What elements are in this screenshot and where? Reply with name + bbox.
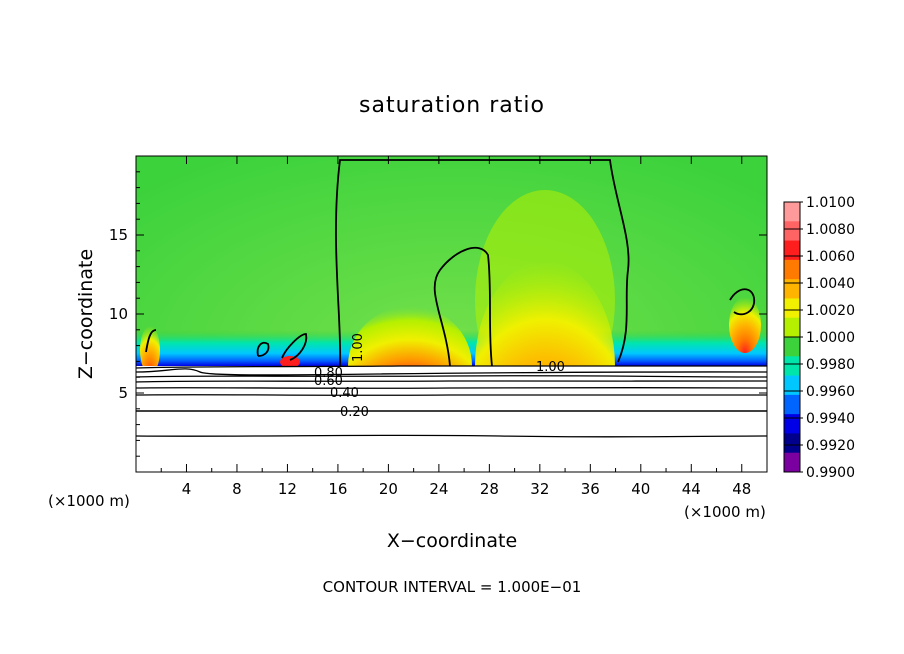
x-tick-label: 32 — [530, 480, 549, 498]
x-tick-label: 16 — [328, 480, 347, 498]
colorbar-swatch — [784, 298, 800, 319]
y-tick-label: 15 — [109, 226, 128, 244]
colorbar-swatch — [784, 433, 800, 454]
colorbar-label: 1.0100 — [806, 195, 855, 211]
y-axis-label: Z−coordinate — [75, 249, 97, 379]
contour-label-100-vertical: 1.00 — [351, 333, 366, 362]
colorbar: 1.0100 1.0080 1.0060 1.0040 1.0020 1.0000 0.99… — [783, 195, 855, 481]
x-axis-label: X−coordinate — [387, 530, 517, 552]
lower-contours — [136, 365, 767, 438]
contour-label-020: 0.20 — [340, 405, 369, 420]
x-tick-label: 36 — [581, 480, 600, 498]
colorbar-swatch — [784, 414, 800, 434]
x-unit-right: (×1000 m) — [684, 503, 766, 521]
plume-right-edge — [729, 297, 761, 353]
colorbar-label: 1.0040 — [806, 276, 855, 292]
x-tick-label: 20 — [379, 480, 398, 498]
plume-12km — [280, 356, 300, 368]
colorbar-label: 1.0000 — [806, 330, 855, 346]
x-tick-label: 44 — [682, 480, 701, 498]
colorbar-swatch — [784, 337, 800, 357]
colorbar-label: 0.9960 — [806, 384, 855, 400]
y-tick-label: 10 — [109, 305, 128, 323]
colorbar-swatch — [784, 221, 800, 242]
x-tick-label: 40 — [631, 480, 650, 498]
x-tick-label: 48 — [732, 480, 751, 498]
colorbar-swatch — [784, 279, 800, 299]
contour-label-080: 0.80 — [314, 366, 343, 381]
x-tick-label: 4 — [182, 480, 192, 498]
plume-left-edge — [140, 326, 160, 374]
contour-label-060: 0.60 — [314, 374, 343, 389]
y-axis: 5 10 15 — [109, 171, 767, 457]
colorbar-label: 0.9900 — [806, 465, 855, 481]
contour-label-100: 1.00 — [536, 360, 565, 375]
colorbar-label: 1.0060 — [806, 249, 855, 265]
colorbar-label: 0.9940 — [806, 411, 855, 427]
x-unit-left: (×1000 m) — [48, 492, 130, 510]
y-tick-label: 5 — [118, 384, 128, 402]
lower-layer — [136, 366, 767, 472]
colorbar-swatch — [784, 240, 800, 261]
colorbar-label: 1.0080 — [806, 222, 855, 238]
unity-contours — [145, 159, 755, 367]
colorbar-swatch — [784, 317, 800, 338]
plot-area — [136, 156, 767, 472]
x-tick-label: 8 — [232, 480, 242, 498]
x-tick-label: 12 — [278, 480, 297, 498]
contour-label-040: 0.40 — [330, 386, 359, 401]
x-tick-label: 28 — [480, 480, 499, 498]
colorbar-swatch — [784, 394, 800, 415]
colorbar-swatch — [784, 375, 800, 396]
colorbar-swatch — [784, 452, 800, 473]
colorbar-label: 0.9920 — [806, 438, 855, 454]
x-axis: 4 8 12 16 20 24 28 32 36 40 44 48 — [160, 156, 751, 498]
colorbar-swatch — [784, 202, 800, 222]
colorbar-swatch — [784, 356, 800, 377]
chart-title: saturation ratio — [359, 93, 545, 118]
colorbar-label: 0.9980 — [806, 357, 855, 373]
colorbar-label: 1.0020 — [806, 303, 855, 319]
contour-interval-note: CONTOUR INTERVAL = 1.000E−01 — [323, 578, 582, 596]
x-tick-label: 24 — [429, 480, 448, 498]
colorbar-swatch — [784, 259, 800, 280]
